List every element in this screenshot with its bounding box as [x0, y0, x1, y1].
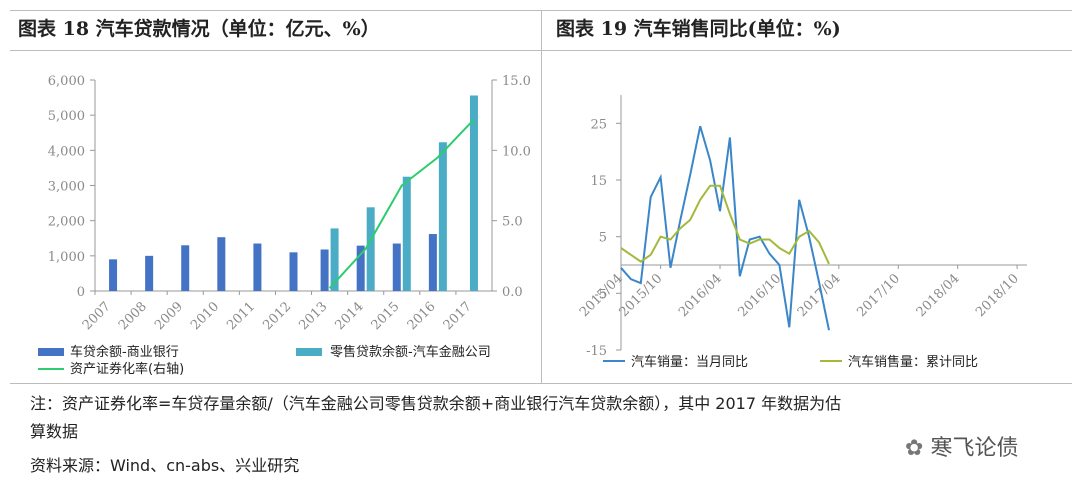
y-tick-label: -15	[586, 344, 607, 359]
monthly-yoy-line	[620, 125, 830, 331]
legend-label-bank: 车贷余额-商业银行	[70, 344, 179, 360]
bar-auto-finance	[469, 95, 478, 291]
left-tick-label: 0	[77, 285, 85, 300]
x-tick-label: 2008	[116, 299, 150, 333]
left-tick-label: 5,000	[48, 109, 85, 124]
x-tick-label: 2017/04	[795, 271, 844, 320]
note-line-1: 注：资产证券化率=车贷存量余额/（汽车金融公司零售贷款余额+商业银行汽车贷款余额…	[30, 394, 842, 413]
bar-bank	[320, 249, 329, 291]
left-tick-label: 4,000	[48, 144, 85, 159]
x-tick-label: 2016	[405, 299, 439, 333]
legend-label-cumulative: 汽车销售量：累计同比	[848, 354, 978, 370]
bar-bank	[356, 245, 365, 291]
bar-bank	[392, 243, 401, 291]
right-tick-label: 0.0	[502, 285, 523, 300]
bar-bank	[289, 252, 298, 291]
x-tick-label: 2015/04	[577, 271, 626, 320]
bar-bank	[428, 234, 437, 291]
x-tick-label: 2014	[333, 299, 367, 333]
y-tick-label: 25	[590, 117, 607, 132]
securitization-line	[328, 118, 475, 289]
bar-bank	[109, 259, 118, 291]
x-tick-label: 2016/10	[735, 271, 784, 320]
bar-bank	[181, 245, 190, 291]
right-tick-label: 5.0	[502, 215, 523, 230]
left-tick-label: 2,000	[48, 215, 85, 230]
bar-auto-finance	[330, 228, 339, 291]
bar-bank	[145, 255, 154, 291]
legend-label-auto: 零售贷款余额-汽车金融公司	[330, 344, 491, 360]
panel-divider	[541, 10, 542, 383]
bar-auto-finance	[366, 207, 375, 291]
note-line-2: 算数据	[30, 422, 79, 441]
x-tick-label: 2009	[152, 299, 186, 333]
x-tick-label: 2010	[188, 299, 222, 333]
bottom-rule	[10, 383, 1072, 384]
x-tick-label: 2011	[224, 299, 258, 333]
cumulative-yoy-line	[620, 184, 830, 265]
wechat-icon: ✿	[905, 436, 931, 461]
chart-18-title: 图表 18 汽车贷款情况（单位：亿元、%）	[18, 18, 380, 40]
x-tick-label: 2017	[441, 299, 475, 333]
chart-18: 0 1,000 2,000 3,000 4,000 5,000 6,000 0.0 5.0 10.…	[38, 74, 531, 377]
right-tick-label: 15.0	[502, 74, 531, 89]
x-tick-label: 2018/10	[973, 271, 1022, 320]
chart-19-title: 图表 19 汽车销售同比(单位：%)	[556, 18, 841, 40]
x-tick-label: 2016/04	[676, 271, 725, 320]
legend-label-monthly: 汽车销量：当月同比	[631, 354, 748, 370]
legend-swatch-auto	[296, 348, 322, 356]
watermark-logo: ✿ 寒飞论债	[905, 430, 1018, 462]
y-tick-label: 5	[599, 231, 607, 246]
left-tick-label: 1,000	[48, 250, 85, 265]
y-tick-label: -5	[594, 287, 607, 302]
x-tick-label: 2013	[296, 299, 330, 333]
x-tick-label: 2007	[80, 299, 114, 333]
right-tick-label: 10.0	[502, 144, 531, 159]
bar-auto-finance	[438, 142, 447, 291]
bar-auto-finance	[402, 176, 411, 291]
legend-label-sec: 资产证券化率(右轴)	[70, 361, 184, 377]
x-tick-label: 2018/04	[914, 271, 963, 320]
left-tick-label: 3,000	[48, 180, 85, 195]
watermark-text: 寒飞论债	[930, 436, 1019, 461]
left-tick-label: 6,000	[48, 74, 85, 89]
bar-bank	[253, 243, 262, 291]
x-tick-label: 2012	[260, 299, 294, 333]
x-tick-label: 2017/10	[854, 271, 903, 320]
source-line: 资料来源：Wind、cn-abs、兴业研究	[30, 456, 300, 475]
y-tick-label: 15	[590, 174, 607, 189]
legend-swatch-bank	[38, 348, 64, 356]
x-tick-label: 2015	[369, 299, 403, 333]
bar-bank	[217, 237, 226, 291]
